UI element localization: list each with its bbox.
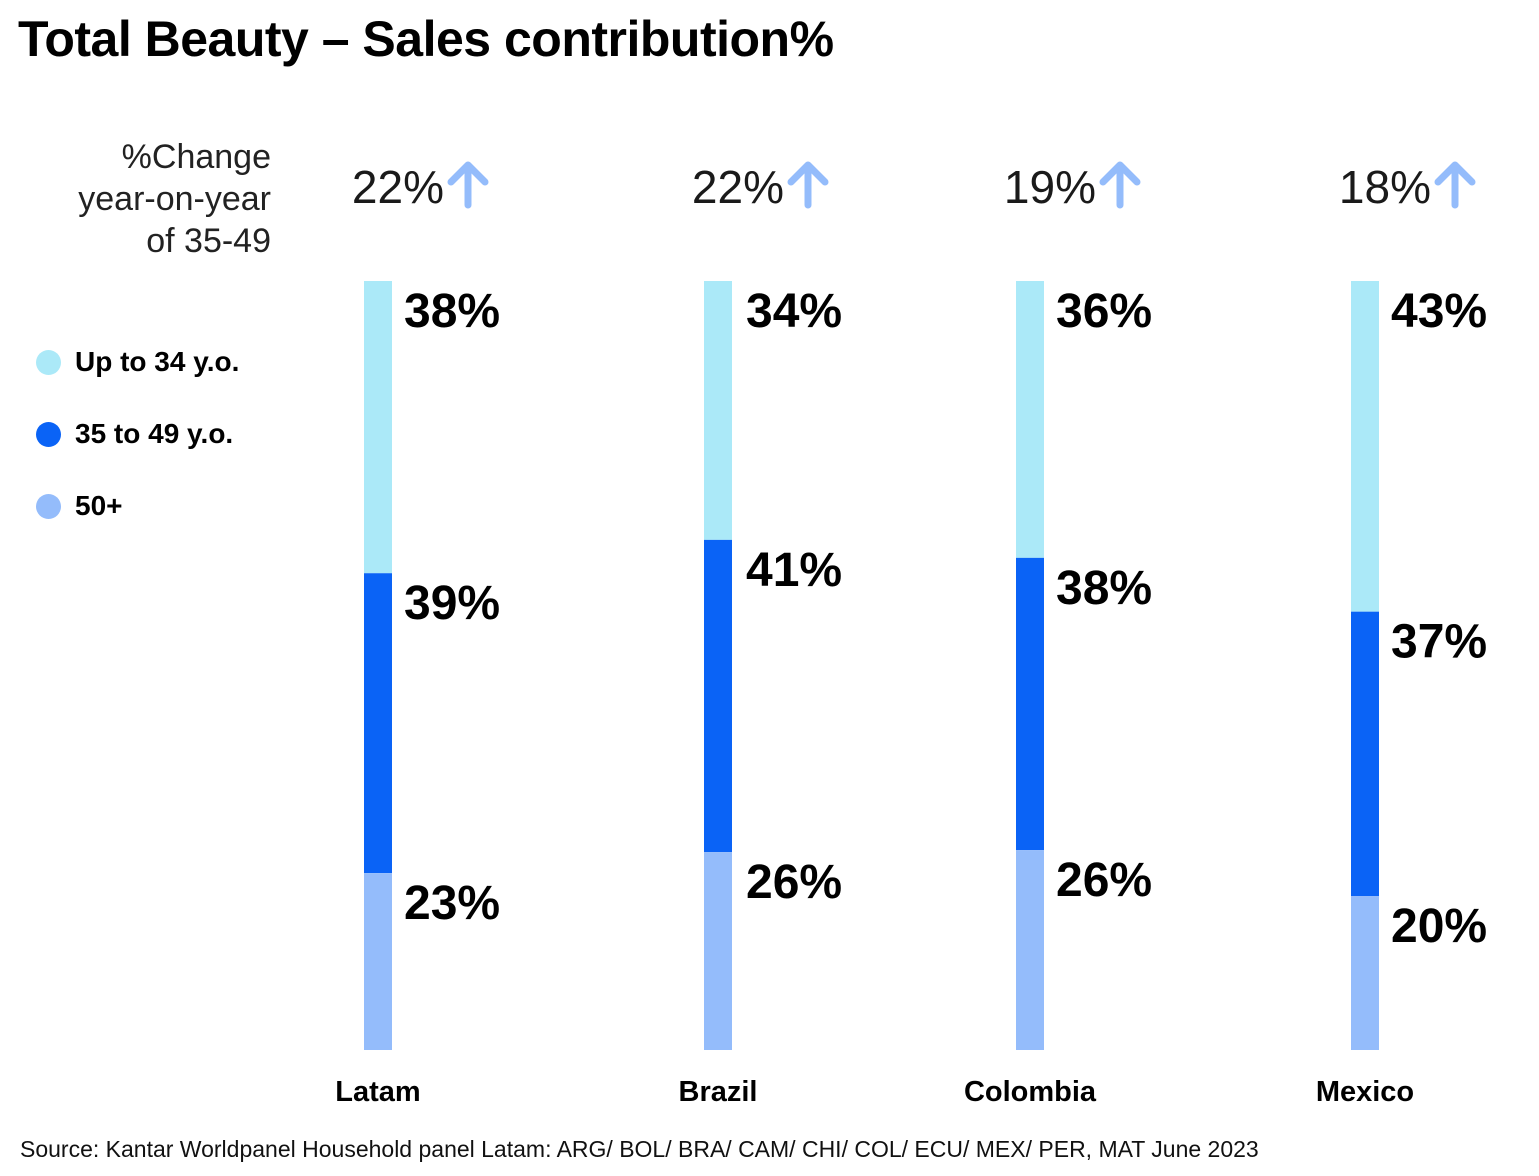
source-note: Source: Kantar Worldpanel Household pane… xyxy=(20,1136,1259,1162)
up-arrow-icon xyxy=(1099,161,1141,209)
bar-mexico-50 xyxy=(1351,896,1379,1050)
legend-label-50-plus: 50+ xyxy=(75,490,123,521)
legend-item-up-to-34: Up to 34 y.o. xyxy=(36,346,239,378)
legend-item-50-plus: 50+ xyxy=(36,490,123,522)
data-label-mexico-up-to-34-y-o: 43% xyxy=(1391,285,1487,338)
category-label-mexico: Mexico xyxy=(1316,1076,1414,1108)
data-label-latam-up-to-34-y-o: 38% xyxy=(404,285,500,338)
data-label-colombia-35-to-49-y-o: 38% xyxy=(1056,562,1152,615)
legend-item-35-to-49: 35 to 49 y.o. xyxy=(36,418,233,450)
data-label-brazil-35-to-49-y-o: 41% xyxy=(746,544,842,597)
legend-label-up-to-34: Up to 34 y.o. xyxy=(75,346,240,377)
data-label-colombia-up-to-34-y-o: 36% xyxy=(1056,285,1152,338)
bar-latam-50 xyxy=(364,873,392,1050)
bar-colombia-50 xyxy=(1016,850,1044,1050)
legend-dot-35-to-49 xyxy=(36,421,61,447)
yoy-change-latam: 22% xyxy=(352,161,444,213)
data-label-mexico-50: 20% xyxy=(1391,900,1487,953)
legend-label-35-to-49: 35 to 49 y.o. xyxy=(75,418,234,449)
bar-mexico-up-to-34-y-o xyxy=(1351,281,1379,612)
data-label-mexico-35-to-49-y-o: 37% xyxy=(1391,616,1487,669)
data-label-brazil-50: 26% xyxy=(746,856,842,909)
bar-colombia-35-to-49-y-o xyxy=(1016,557,1044,851)
bar-brazil-50 xyxy=(704,852,732,1050)
yoy-change-colombia: 19% xyxy=(1004,161,1096,213)
bar-latam-35-to-49-y-o xyxy=(364,573,392,874)
up-arrow-icon xyxy=(787,161,829,209)
yoy-label-line-2: year-on-year xyxy=(78,180,271,218)
data-label-brazil-up-to-34-y-o: 34% xyxy=(746,285,842,338)
data-label-latam-50: 23% xyxy=(404,877,500,930)
category-label-brazil: Brazil xyxy=(679,1076,758,1108)
bar-brazil-35-to-49-y-o xyxy=(704,539,732,853)
category-label-colombia: Colombia xyxy=(964,1076,1097,1108)
bar-mexico-35-to-49-y-o xyxy=(1351,611,1379,897)
legend-dot-up-to-34 xyxy=(36,349,61,375)
yoy-label-line-1: %Change xyxy=(121,138,271,176)
yoy-change-mexico: 18% xyxy=(1339,161,1431,213)
yoy-change-label: %Change year-on-year of 35-49 xyxy=(11,136,271,262)
chart-title: Total Beauty – Sales contribution% xyxy=(18,11,834,67)
up-arrow-icon xyxy=(447,161,489,209)
up-arrow-icon xyxy=(1434,161,1476,209)
legend-dot-50-plus xyxy=(36,493,61,519)
data-label-latam-35-to-49-y-o: 39% xyxy=(404,577,500,630)
bar-brazil-up-to-34-y-o xyxy=(704,281,732,540)
bar-latam-up-to-34-y-o xyxy=(364,281,392,574)
data-label-colombia-50: 26% xyxy=(1056,854,1152,907)
yoy-change-brazil: 22% xyxy=(692,161,784,213)
category-label-latam: Latam xyxy=(335,1076,420,1108)
bar-colombia-up-to-34-y-o xyxy=(1016,281,1044,558)
yoy-label-line-3: of 35-49 xyxy=(146,222,271,260)
